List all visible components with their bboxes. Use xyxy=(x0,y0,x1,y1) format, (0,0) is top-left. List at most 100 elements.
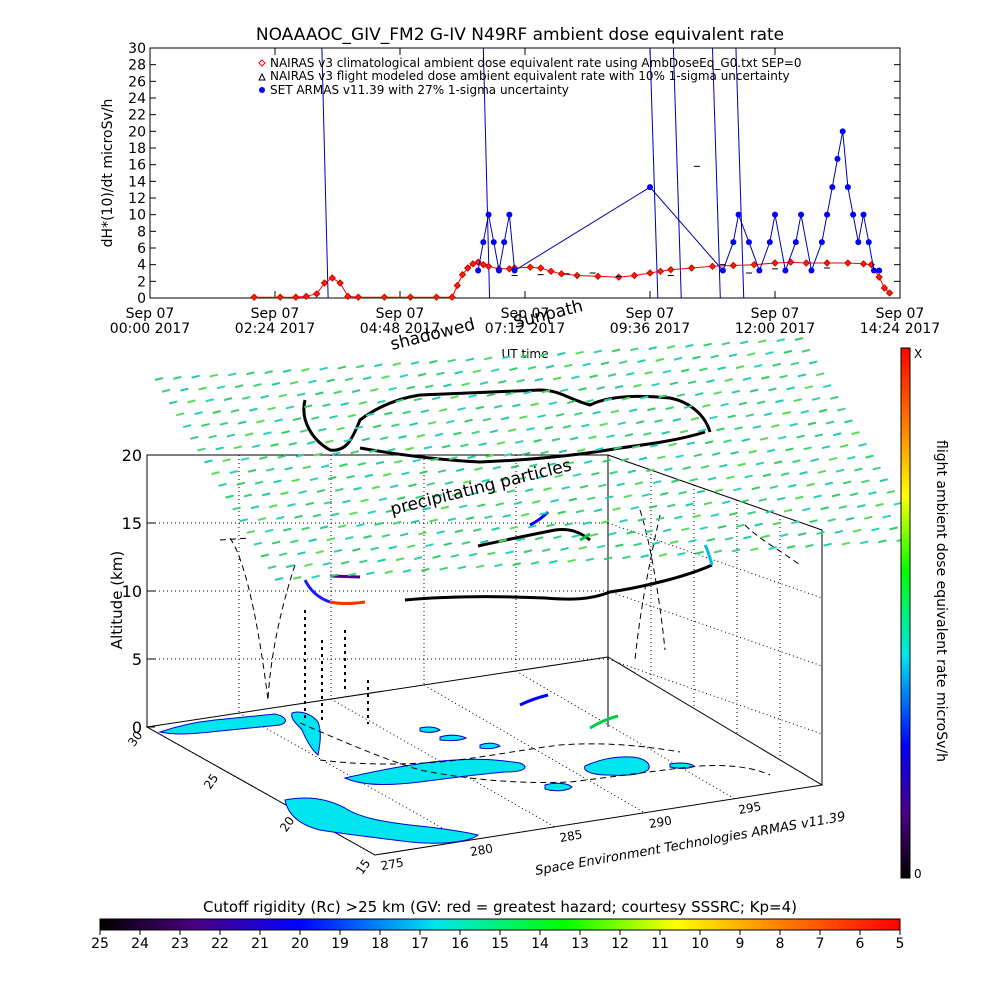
particle-field xyxy=(154,337,910,581)
ground-track-path xyxy=(299,722,771,783)
particle-arrow xyxy=(486,392,496,397)
particle-arrow xyxy=(457,565,467,570)
particle-arrow xyxy=(430,457,440,462)
armas-spike-line xyxy=(649,47,659,299)
particle-arrow xyxy=(720,402,729,407)
armas-spike-line xyxy=(672,47,682,299)
particle-arrow xyxy=(793,398,802,403)
particle-arrow xyxy=(454,370,463,375)
particle-arrow xyxy=(626,530,635,535)
nairas-climatological-point xyxy=(656,267,665,276)
particle-arrow xyxy=(201,422,210,427)
cuba-island xyxy=(343,758,526,786)
dashed-profile xyxy=(634,514,661,661)
particle-arrow xyxy=(367,510,376,515)
particle-arrow xyxy=(491,526,500,531)
particle-arrow xyxy=(325,439,334,444)
particle-arrow xyxy=(797,532,807,537)
particle-arrow xyxy=(503,452,513,457)
nairas-climatological-point xyxy=(844,259,852,267)
particle-arrow xyxy=(318,427,327,432)
particle-arrow xyxy=(847,455,856,460)
particle-arrow xyxy=(315,550,324,555)
particle-arrow xyxy=(710,513,720,518)
particle-arrow xyxy=(593,508,603,513)
particle-arrow xyxy=(747,510,756,515)
particle-arrow xyxy=(786,386,795,391)
particle-arrow xyxy=(190,435,199,440)
particle-arrow xyxy=(662,369,672,374)
particle-arrow xyxy=(600,361,610,366)
armas-spike-line xyxy=(321,47,329,299)
particle-arrow xyxy=(395,557,405,562)
rigidity-tick-label: 21 xyxy=(251,936,269,952)
particle-arrow xyxy=(208,434,217,439)
particle-arrow xyxy=(384,411,393,416)
particle-arrow xyxy=(303,404,313,409)
flight-path-mid xyxy=(404,563,713,602)
particle-arrow xyxy=(512,403,521,408)
particle-arrow xyxy=(591,471,600,476)
particle-arrow xyxy=(655,357,665,362)
particle-arrow xyxy=(246,371,255,376)
particle-arrow xyxy=(543,487,552,491)
nairas-climatological-point xyxy=(885,289,894,297)
ground-track xyxy=(299,722,771,783)
particle-arrow xyxy=(763,412,773,417)
particle-arrow xyxy=(313,452,323,457)
particle-arrow xyxy=(422,506,431,511)
particle-arrow xyxy=(599,422,608,427)
particle-arrow xyxy=(610,409,620,414)
particle-arrow xyxy=(267,565,277,570)
nairas-climatological-point xyxy=(573,271,581,280)
particle-arrow xyxy=(889,526,898,531)
particle-arrow xyxy=(750,547,759,552)
particle-arrow xyxy=(633,542,642,547)
particle-arrow xyxy=(595,447,604,452)
particle-arrow xyxy=(728,353,738,358)
particle-arrow xyxy=(273,479,282,484)
rigidity-tick-label: 6 xyxy=(856,936,865,952)
y-tick-label: 6 xyxy=(137,241,146,257)
particle-arrow xyxy=(385,509,395,514)
particle-arrow xyxy=(637,359,646,364)
rigidity-tick-label: 23 xyxy=(171,936,189,952)
particle-arrow xyxy=(699,526,708,531)
particle-arrow xyxy=(250,505,260,510)
x-tick-label: Sep 07 xyxy=(751,306,800,322)
particle-arrow xyxy=(809,519,818,524)
particle-arrow xyxy=(308,379,317,384)
particle-arrow xyxy=(557,351,566,356)
particle-arrow xyxy=(641,493,651,498)
particle-arrow xyxy=(666,345,676,349)
particle-arrow xyxy=(756,400,766,405)
nairas-climatological-point xyxy=(250,293,258,301)
particle-arrow xyxy=(742,376,752,381)
particle-arrow xyxy=(371,485,381,490)
x-tick-label: Sep 07 xyxy=(126,306,175,322)
particle-arrow xyxy=(520,512,530,517)
particle-arrow xyxy=(322,561,332,566)
armas-point xyxy=(829,184,836,191)
particle-arrow xyxy=(555,412,565,417)
particle-arrow xyxy=(392,520,402,525)
particle-arrow xyxy=(218,482,227,487)
particle-arrow xyxy=(493,404,503,409)
particle-arrow xyxy=(785,447,794,452)
particle-arrow xyxy=(660,491,669,496)
particle-arrow xyxy=(311,574,320,579)
particle-arrow xyxy=(692,355,701,360)
particle-arrow xyxy=(205,398,214,403)
particle-arrow xyxy=(473,528,482,532)
rigidity-tick-label: 22 xyxy=(211,936,229,952)
particle-arrow xyxy=(800,409,810,414)
particle-arrow xyxy=(274,418,283,423)
particle-arrow xyxy=(672,417,682,422)
particle-arrow xyxy=(519,415,528,420)
particle-arrow xyxy=(271,381,281,386)
particle-arrow xyxy=(505,391,514,396)
particle-arrow xyxy=(557,510,566,515)
rigidity-tick-label: 5 xyxy=(896,936,905,952)
nairas-climatological-point xyxy=(708,262,717,271)
